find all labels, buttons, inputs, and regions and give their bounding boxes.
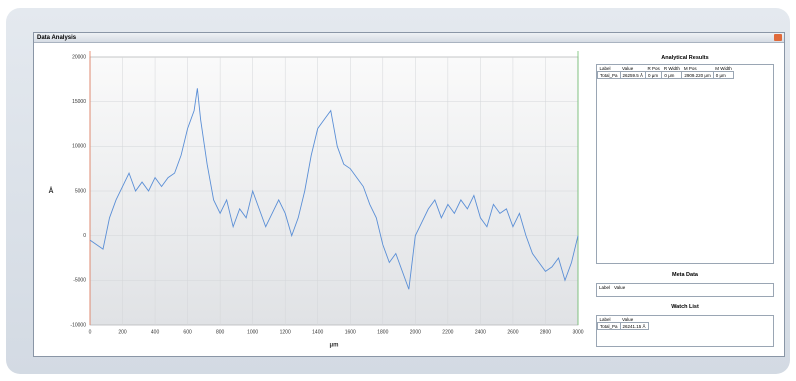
column-header: R Pos	[647, 65, 660, 71]
table: Label Value Total_Pa 26241.15 Å	[597, 316, 649, 330]
panel-title: Watch List	[671, 304, 699, 310]
table-cell: 0 μm	[645, 71, 663, 79]
x-tick-label: 2000	[410, 329, 421, 335]
x-tick-label: 0	[89, 329, 92, 335]
x-tick-label: 1000	[247, 329, 258, 335]
watch-table: Label Value Total_Pa 26241.15 Å	[596, 315, 774, 347]
y-tick-label: -5000	[73, 278, 86, 284]
table-cell: Total_Pa	[597, 322, 621, 330]
column-header: Label	[599, 65, 611, 71]
y-tick-label: 15000	[72, 99, 86, 105]
column-header: Value	[622, 316, 634, 322]
results-table: Label Value R Pos R Width M Pos M Width Total_…	[596, 64, 774, 264]
close-button[interactable]	[774, 34, 782, 41]
column-header: M Pos	[683, 65, 697, 71]
data-line	[89, 88, 579, 290]
table-cell: 26241.15 Å	[619, 322, 649, 330]
window-title: Data Analysis	[37, 35, 77, 41]
title-bar: Data Analysis	[34, 33, 784, 43]
chart: -10000 -5000 0 5000 10000 15000 20000 0 200 400 60…	[48, 51, 584, 349]
y-tick-label: 5000	[75, 188, 86, 194]
meta-table: Label Value	[596, 283, 774, 297]
header-row: Label Value	[597, 284, 627, 290]
table: Label Value R Pos R Width M Pos M Width Total_…	[597, 65, 735, 79]
y-tick-label: 0	[83, 233, 86, 239]
x-tick-label: 1600	[345, 329, 356, 335]
column-header: Label	[599, 284, 611, 290]
x-tick-label: 400	[151, 329, 160, 335]
x-tick-label: 1400	[312, 329, 323, 335]
table-cell: 26259.5 Å	[619, 71, 647, 79]
header-row: Label Value R Pos R Width M Pos M Width	[598, 65, 734, 72]
column-header: Label	[599, 316, 611, 322]
x-tick-label: 2800	[540, 329, 551, 335]
table-cell: Total_Pa	[597, 71, 621, 79]
table-cell: 2909.220 μm	[681, 71, 714, 79]
x-tick-label: 600	[183, 329, 192, 335]
column-header: Value	[622, 65, 634, 71]
x-tick-label: 1800	[377, 329, 388, 335]
x-tick-label: 2200	[442, 329, 453, 335]
panel-title: Analytical Results	[661, 55, 709, 61]
x-tick-label: 2400	[475, 329, 486, 335]
column-header: M Width	[715, 65, 732, 71]
x-tick-label: 2600	[507, 329, 518, 335]
table-cell: 0 μm	[661, 71, 683, 79]
column-header: Value	[614, 284, 626, 290]
y-tick-label: 20000	[72, 54, 86, 60]
y-tick-label: 10000	[72, 144, 86, 150]
x-tick-label: 3000	[572, 329, 583, 335]
y-tick-label: -10000	[70, 322, 86, 328]
header-row: Label Value	[598, 316, 649, 323]
panel-title: Meta Data	[672, 272, 698, 278]
x-tick-label: 1200	[280, 329, 291, 335]
table: Label Value	[597, 284, 627, 290]
table-cell: 0 μm	[712, 71, 735, 79]
x-axis-label: μm	[329, 343, 338, 349]
y-axis-label: Å	[48, 186, 53, 195]
x-tick-label: 800	[216, 329, 225, 335]
x-tick-label: 200	[118, 329, 127, 335]
table-row: Total_Pa 26241.15 Å	[597, 322, 649, 330]
column-header: R Width	[663, 65, 680, 71]
